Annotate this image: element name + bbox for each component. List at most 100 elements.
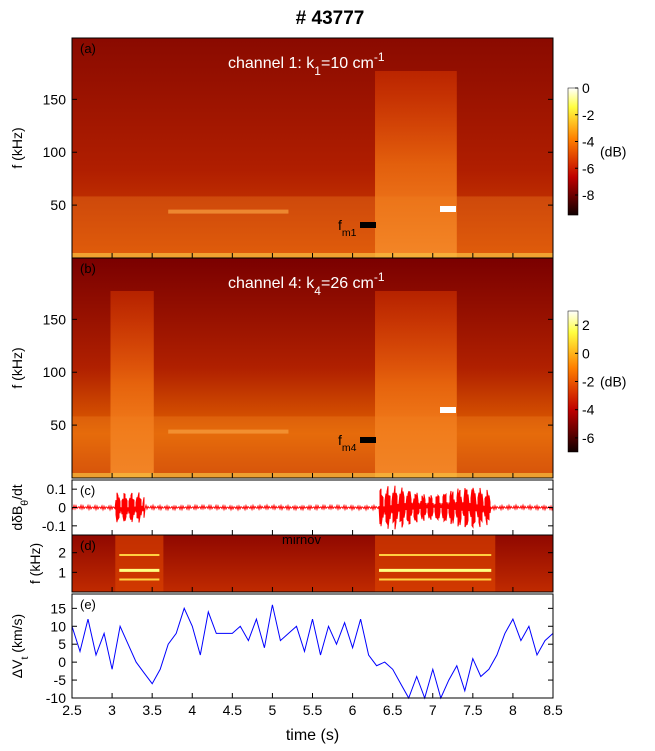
y-tick-label: 150 [43, 311, 67, 327]
y-tick-label: 10 [50, 618, 66, 634]
y-tick-label: -5 [54, 672, 67, 688]
y-axis-label: ΔVt (km/s) [9, 614, 31, 678]
marker-label-part: f [338, 217, 342, 233]
x-tick-label: 8.5 [543, 702, 563, 718]
y-tick-label: 50 [50, 417, 66, 433]
colorbar-tick-label: -2 [582, 107, 595, 123]
y-axis-label-part: θ [19, 500, 31, 506]
spectrogram-burst [375, 535, 496, 592]
y-axis-label-part: t [19, 656, 31, 659]
panel-label: (d) [80, 538, 96, 553]
y-axis-label-part: dδB [9, 506, 25, 531]
y-axis-label-part: f (kHz) [27, 543, 43, 584]
panel-annotation-part: 4 [314, 284, 321, 298]
figure-title: # 43777 [296, 8, 365, 29]
x-tick-label: 5 [269, 702, 277, 718]
y-tick-label: 0 [58, 654, 66, 670]
black-marker [360, 222, 376, 228]
panel-annotation-part: mirnov [282, 532, 322, 547]
y-axis-label: f (kHz) [9, 347, 25, 388]
spectrogram-burst [375, 291, 457, 478]
y-tick-label: 150 [43, 91, 67, 107]
panel-annotation: channel 1: k1=10 cm-1 [228, 50, 385, 78]
colorbar-tick-label: -6 [582, 430, 595, 446]
y-tick-label: 15 [50, 600, 66, 616]
y-axis-label-part: /dt [9, 484, 25, 500]
x-tick-label: 3.5 [142, 702, 162, 718]
panel-annotation-part: -1 [374, 270, 385, 284]
panel-annotation: mirnov [282, 532, 322, 547]
spectrogram-burst [110, 291, 154, 478]
spectrogram-burst [375, 71, 457, 258]
colorbar-tick-label: -8 [582, 187, 595, 203]
white-marker [440, 407, 456, 413]
spectrogram-band [72, 416, 553, 478]
spectrogram-feature [168, 209, 289, 214]
y-tick-label: 1 [58, 564, 66, 580]
colorbar [567, 87, 579, 216]
panel-annotation-part: channel 1: k [228, 55, 315, 72]
x-tick-label: 2.5 [62, 702, 82, 718]
marker-label: fm1 [338, 217, 357, 239]
colorbar-label: (dB) [600, 144, 626, 160]
panel-annotation: channel 4: k4=26 cm-1 [228, 270, 385, 298]
colorbar-tick-label: 2 [582, 317, 590, 333]
x-tick-label: 7 [429, 702, 437, 718]
y-axis-label-part: ΔV [9, 659, 25, 678]
colorbar-tick-label: -6 [582, 160, 595, 176]
y-tick-label: 100 [43, 144, 67, 160]
panel-frame [71, 593, 554, 699]
y-tick-label: 50 [50, 197, 66, 213]
panel-label: (b) [80, 261, 96, 276]
spectrogram-burst [115, 535, 164, 592]
white-marker [440, 206, 456, 212]
colorbar-tick-label: -2 [582, 374, 595, 390]
x-tick-label: 7.5 [463, 702, 483, 718]
x-tick-label: 4 [188, 702, 196, 718]
x-tick-label: 6.5 [383, 702, 403, 718]
colorbar-label: (dB) [600, 374, 626, 390]
panel-label: (a) [80, 41, 96, 56]
y-axis-label-part: f (kHz) [9, 347, 25, 388]
colorbar-tick-label: -4 [582, 134, 595, 150]
y-tick-label: -10 [46, 690, 66, 706]
marker-label-part: m4 [342, 442, 357, 454]
y-tick-label: 0.1 [47, 481, 67, 497]
marker-label: fm4 [338, 432, 357, 454]
panel-label: (e) [80, 597, 96, 612]
x-tick-label: 5.5 [303, 702, 323, 718]
panel-annotation-part: -1 [374, 50, 385, 64]
y-axis-label-part: f (kHz) [9, 127, 25, 168]
spectrogram-feature [168, 429, 289, 434]
line-series [71, 604, 554, 700]
spectrogram-background [72, 38, 553, 258]
x-tick-label: 6 [349, 702, 357, 718]
colorbar-tick-label: -4 [582, 402, 595, 418]
x-tick-label: 4.5 [223, 702, 243, 718]
x-tick-label: 8 [509, 702, 517, 718]
panel-annotation-part: 1 [314, 64, 321, 78]
y-axis-label-part: (km/s) [9, 614, 25, 657]
y-tick-label: -0.1 [42, 518, 66, 534]
x-tick-label: 3 [108, 702, 116, 718]
y-axis-label: f (kHz) [9, 127, 25, 168]
y-tick-label: 100 [43, 364, 67, 380]
y-tick-label: 2 [58, 545, 66, 561]
panel-annotation-part: =10 cm [321, 55, 374, 72]
black-marker [360, 437, 376, 443]
marker-label-part: f [338, 432, 342, 448]
colorbar-tick-label: 0 [582, 80, 590, 96]
y-tick-label: 0 [58, 500, 66, 516]
y-axis-label: f (kHz) [27, 543, 43, 584]
y-tick-label: 5 [58, 636, 66, 652]
x-axis-label: time (s) [286, 727, 339, 744]
colorbar-tick-label: 0 [582, 345, 590, 361]
y-axis-label: dδBθ/dt [9, 484, 31, 530]
marker-label-part: m1 [342, 227, 357, 239]
panel-annotation-part: channel 4: k [228, 275, 315, 292]
signal-trace [71, 485, 554, 530]
panel-annotation-part: =26 cm [321, 275, 374, 292]
spectrogram-band [72, 196, 553, 258]
panel-label: (c) [80, 483, 95, 498]
